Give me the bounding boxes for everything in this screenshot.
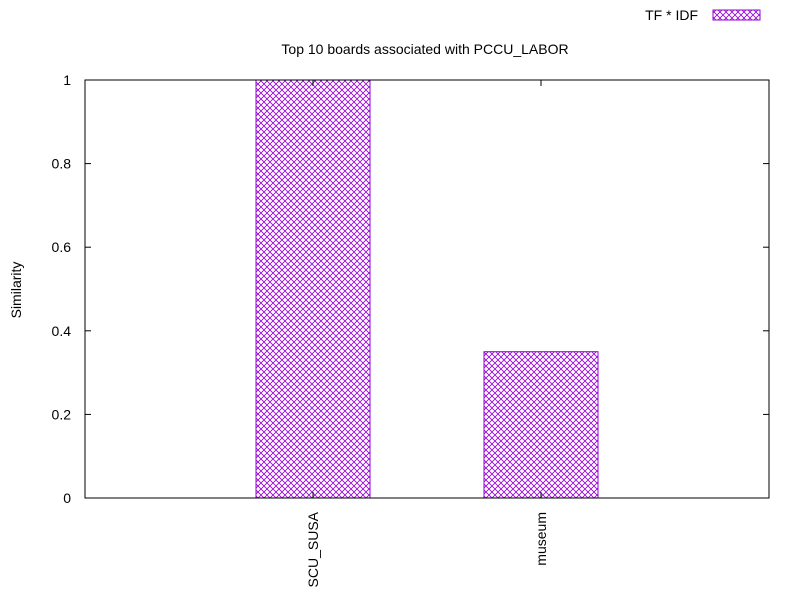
- y-tick-label: 0.6: [52, 239, 72, 255]
- bars-layer: [255, 79, 599, 499]
- legend-label: TF * IDF: [645, 7, 698, 23]
- y-tick-label: 0.4: [52, 323, 72, 339]
- y-tick-label: 1: [63, 72, 71, 88]
- bar-scu-susa: [255, 79, 371, 499]
- y-axis-label: Similarity: [8, 262, 24, 319]
- x-tick-label: SCU_SUSA: [305, 511, 321, 587]
- y-tick-label: 0.2: [52, 406, 72, 422]
- x-tick-label: museum: [533, 512, 549, 566]
- plot-frame: [84, 79, 770, 499]
- chart-title: Top 10 boards associated with PCCU_LABOR: [281, 41, 568, 57]
- y-tick-label: 0: [63, 490, 71, 506]
- legend-swatch: [712, 9, 761, 21]
- y-ticks: 0 0.2 0.4 0.6 0.8 1: [52, 72, 769, 506]
- x-ticks: SCU_SUSA museum: [305, 80, 549, 587]
- bar-museum: [483, 351, 599, 499]
- y-tick-label: 0.8: [52, 156, 72, 172]
